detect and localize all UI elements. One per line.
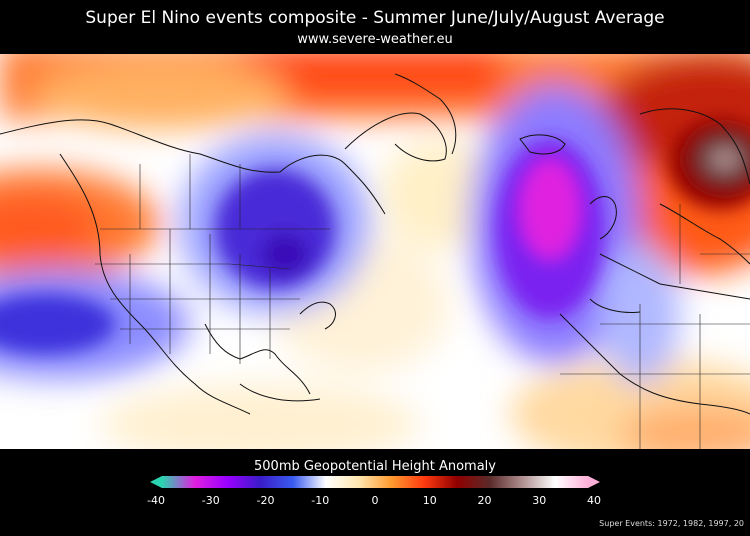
colorbar-tick-label: -40 bbox=[147, 494, 165, 507]
coastlines bbox=[0, 73, 750, 415]
colorbar-tick-label: -10 bbox=[311, 494, 330, 507]
legend-panel: 500mb Geopotential Height Anomaly -40 -30… bbox=[0, 449, 750, 536]
source-url: www.severe-weather.eu bbox=[297, 32, 453, 47]
colorbar-tick-label: -30 bbox=[201, 494, 220, 507]
colorbar-tick-label: 10 bbox=[422, 494, 437, 507]
colorbar bbox=[150, 476, 600, 488]
map-title: Super El Nino events composite - Summer … bbox=[85, 8, 665, 28]
colorbar-tick-label: -20 bbox=[256, 494, 275, 507]
footnote: Super Events: 1972, 1982, 1997, 20 bbox=[599, 519, 744, 528]
header: Super El Nino events composite - Summer … bbox=[0, 0, 750, 54]
colorbar-tick-label: 40 bbox=[587, 494, 601, 507]
anomaly-map bbox=[0, 54, 750, 449]
colorbar-tick-label: 20 bbox=[477, 494, 492, 507]
colorbar-title: 500mb Geopotential Height Anomaly bbox=[254, 459, 496, 474]
colorbar-tick-label: 0 bbox=[371, 494, 379, 507]
colorbar-tick-label: 30 bbox=[532, 494, 547, 507]
colorbar-gradient bbox=[162, 476, 588, 488]
colorbar-min-arrow bbox=[150, 476, 162, 488]
political-borders bbox=[95, 154, 750, 449]
colorbar-max-arrow bbox=[588, 476, 600, 488]
